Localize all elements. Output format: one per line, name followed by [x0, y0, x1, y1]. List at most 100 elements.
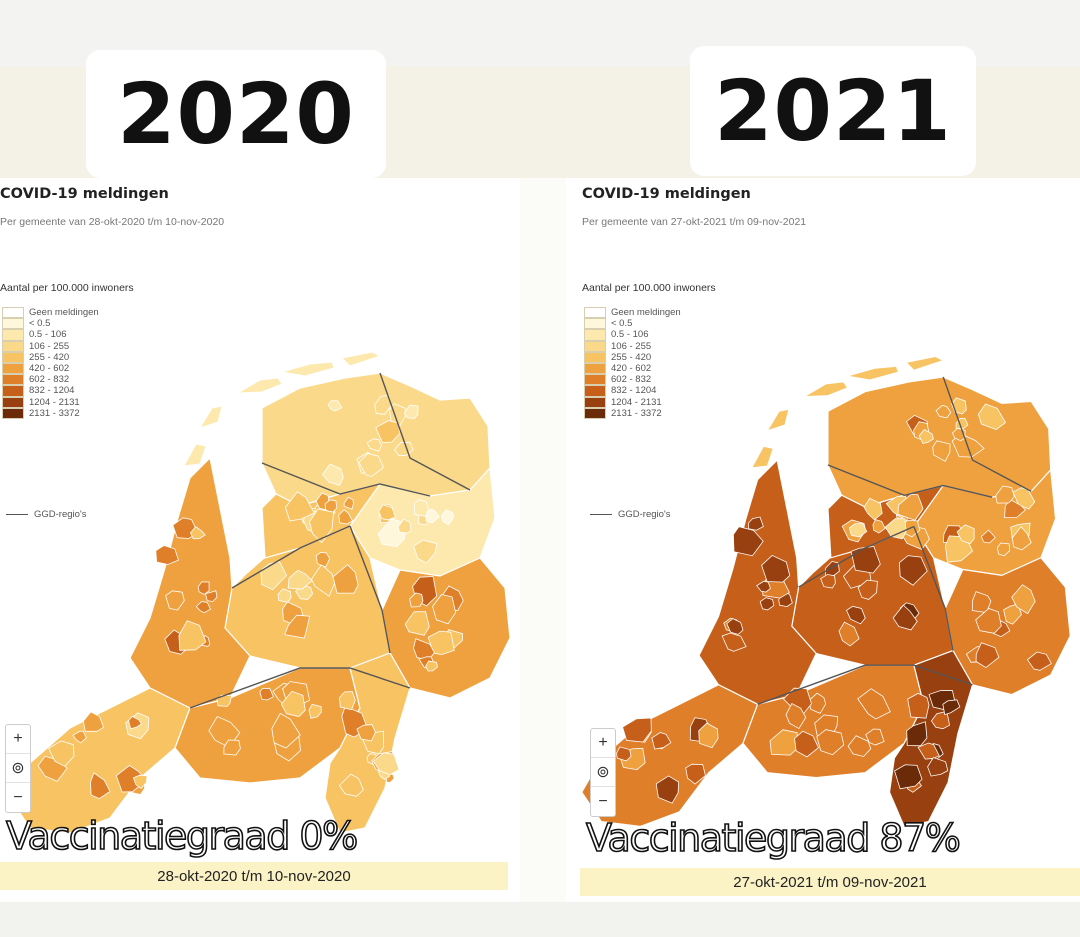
municipality	[72, 730, 87, 744]
municipality	[338, 773, 364, 797]
zoom-in-button[interactable]: +	[591, 729, 615, 758]
municipality	[907, 692, 930, 719]
legend-item: 832 - 1204	[584, 385, 681, 397]
map-subtitle: Per gemeente van 28-okt-2020 t/m 10-nov-…	[0, 216, 225, 228]
year-label: 2021	[714, 62, 952, 160]
legend-swatch	[2, 362, 24, 375]
municipality	[397, 518, 412, 534]
municipality	[327, 399, 343, 412]
ggd-border	[189, 667, 411, 709]
legend-swatch	[2, 340, 24, 352]
ggd-legend: GGD-regio's	[6, 509, 87, 520]
legend-swatch	[584, 374, 606, 386]
municipality	[413, 539, 438, 564]
municipality	[927, 757, 949, 777]
ggd-border	[942, 376, 1032, 492]
municipality	[440, 509, 455, 526]
vaccination-rate-label: Vaccinatiegraad 87%	[585, 815, 961, 861]
municipality	[761, 554, 791, 583]
municipality	[374, 394, 392, 415]
panel-gap	[520, 178, 566, 902]
municipality	[897, 493, 924, 521]
municipality	[846, 605, 866, 625]
legend: Geen meldingen < 0.5 0.5 - 106 106 - 255 255…	[584, 307, 681, 419]
municipality	[90, 772, 111, 800]
legend-swatch	[584, 396, 606, 408]
municipality	[872, 519, 886, 534]
municipality	[280, 690, 306, 717]
municipality	[366, 438, 382, 452]
municipality	[820, 574, 836, 589]
wadden-island	[847, 365, 899, 381]
municipality	[980, 529, 996, 544]
municipality	[726, 618, 744, 635]
municipality	[1011, 526, 1032, 551]
municipality	[195, 601, 212, 614]
legend-item: 106 - 255	[584, 340, 681, 352]
wadden-island	[750, 445, 774, 469]
legend-swatch	[584, 407, 606, 419]
ggd-line-swatch	[6, 514, 28, 515]
legend-label: 2131 - 3372	[29, 407, 80, 419]
municipality	[899, 555, 928, 586]
municipality	[378, 504, 396, 521]
municipality	[698, 722, 719, 749]
legend-label: 2131 - 3372	[611, 407, 662, 419]
municipality	[906, 721, 928, 747]
municipality	[216, 694, 233, 707]
map-panel-2020: COVID-19 meldingen Per gemeente van 28-o…	[0, 178, 520, 902]
municipality	[884, 518, 907, 540]
municipality	[655, 775, 680, 804]
legend-item: 420 - 602	[2, 362, 99, 375]
year-label: 2020	[117, 65, 355, 163]
wadden-island	[804, 381, 849, 398]
zoom-out-button[interactable]: −	[598, 792, 608, 810]
wadden-island	[198, 405, 223, 429]
municipality	[756, 580, 771, 593]
map-regions	[581, 356, 1071, 828]
wadden-island	[237, 377, 283, 394]
municipality	[321, 463, 344, 486]
legend-label: 0.5 - 106	[611, 329, 649, 341]
netherlands-choropleth-map[interactable]	[572, 258, 1080, 838]
map-regions	[9, 351, 511, 834]
map-panel-2021: COVID-19 meldingen Per gemeente van 27-o…	[566, 178, 1080, 902]
municipality	[622, 717, 652, 743]
municipality	[259, 687, 274, 701]
legend-item: 420 - 602	[584, 362, 681, 375]
date-range-band: 28-okt-2020 t/m 10-nov-2020	[0, 862, 508, 890]
ggd-border	[757, 664, 973, 705]
ggd-line-swatch	[590, 514, 612, 515]
municipality	[857, 579, 878, 600]
municipality	[838, 621, 860, 647]
municipality	[848, 523, 868, 538]
municipality	[403, 404, 419, 419]
municipality	[975, 642, 1000, 669]
zoom-out-button[interactable]: −	[13, 788, 23, 806]
municipality	[309, 508, 335, 544]
municipality	[427, 630, 455, 656]
municipality	[995, 485, 1015, 504]
municipality	[847, 735, 872, 757]
legend-item: 1204 - 2131	[584, 396, 681, 408]
netherlands-choropleth-map[interactable]	[0, 258, 520, 838]
legend-label: 602 - 832	[29, 374, 70, 386]
legend-item: 832 - 1204	[2, 385, 99, 397]
legend-swatch	[2, 374, 24, 386]
legend-item: 2131 - 3372	[584, 407, 681, 419]
legend-swatch	[584, 307, 606, 319]
zoom-control: + ⊚ −	[5, 724, 31, 813]
lake	[232, 498, 265, 573]
legend-label: 1204 - 2131	[29, 396, 80, 408]
municipality	[343, 496, 354, 510]
municipality	[205, 590, 218, 602]
municipality	[315, 552, 331, 568]
legend-item: 255 - 420	[2, 351, 99, 363]
zoom-reset-button[interactable]: ⊚	[6, 754, 30, 783]
zoom-reset-button[interactable]: ⊚	[591, 758, 615, 787]
legend-swatch	[584, 340, 606, 352]
legend-swatch	[584, 329, 606, 341]
zoom-in-button[interactable]: +	[6, 725, 30, 754]
legend-item: 255 - 420	[584, 351, 681, 363]
legend-label: Geen meldingen	[29, 307, 99, 319]
